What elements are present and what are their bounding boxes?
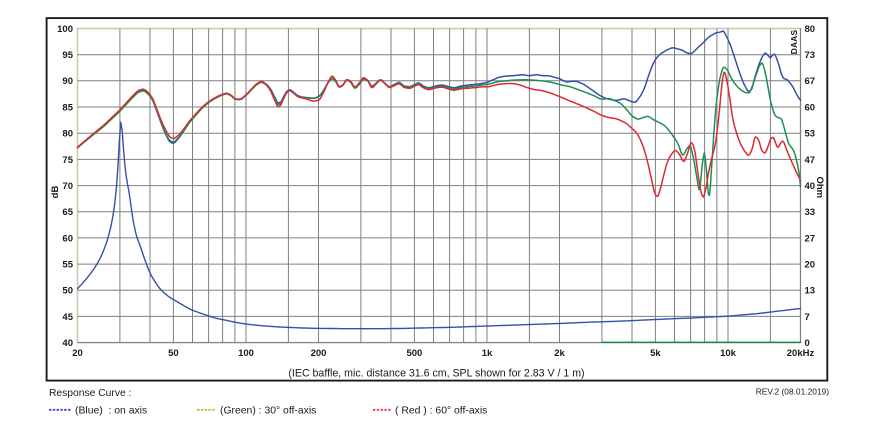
svg-text:(Blue) : on axis: (Blue) : on axis	[75, 406, 147, 417]
svg-text:80: 80	[62, 129, 73, 140]
svg-text:DAAS: DAAS	[789, 30, 799, 55]
svg-text:10k: 10k	[720, 348, 737, 359]
svg-text:1k: 1k	[482, 348, 493, 359]
svg-text:20: 20	[805, 260, 816, 271]
svg-text:(Green) : 30° off-axis: (Green) : 30° off-axis	[220, 406, 316, 417]
svg-text:Ohm: Ohm	[814, 176, 825, 198]
svg-text:200: 200	[311, 348, 327, 359]
svg-text:REV.2 (08.01.2019): REV.2 (08.01.2019)	[756, 387, 829, 397]
svg-text:60: 60	[805, 102, 816, 113]
svg-text:(IEC baffle, mic. distance 31.: (IEC baffle, mic. distance 31.6 cm, SPL …	[288, 367, 584, 379]
svg-text:50: 50	[168, 348, 179, 359]
svg-text:45: 45	[62, 312, 73, 323]
svg-text:73: 73	[805, 50, 816, 61]
svg-text:60: 60	[62, 233, 73, 244]
svg-text:100: 100	[57, 24, 73, 35]
svg-text:70: 70	[62, 181, 73, 192]
svg-text:53: 53	[805, 129, 816, 140]
svg-text:Response Curve :: Response Curve :	[49, 388, 131, 399]
svg-text:5k: 5k	[650, 348, 661, 359]
svg-text:27: 27	[805, 233, 816, 244]
svg-text:20kHz: 20kHz	[787, 348, 815, 359]
svg-text:65: 65	[62, 207, 73, 218]
svg-text:75: 75	[62, 155, 73, 166]
svg-text:7: 7	[805, 312, 810, 323]
svg-text:85: 85	[62, 102, 73, 113]
svg-text:0: 0	[805, 338, 810, 349]
svg-text:13: 13	[805, 286, 816, 297]
svg-text:95: 95	[62, 50, 73, 61]
svg-text:80: 80	[805, 24, 816, 35]
svg-text:20: 20	[72, 348, 83, 359]
svg-text:55: 55	[62, 260, 73, 271]
svg-text:100: 100	[238, 348, 254, 359]
svg-text:47: 47	[805, 155, 816, 166]
svg-text:67: 67	[805, 76, 816, 87]
svg-text:40: 40	[62, 338, 73, 349]
svg-text:500: 500	[406, 348, 422, 359]
svg-text:40: 40	[805, 181, 816, 192]
svg-text:( Red ) : 60° off-axis: ( Red ) : 60° off-axis	[395, 406, 487, 417]
svg-text:33: 33	[805, 207, 816, 218]
svg-text:dB: dB	[50, 186, 61, 199]
svg-text:90: 90	[62, 76, 73, 87]
svg-text:2k: 2k	[554, 348, 565, 359]
svg-text:50: 50	[62, 286, 73, 297]
